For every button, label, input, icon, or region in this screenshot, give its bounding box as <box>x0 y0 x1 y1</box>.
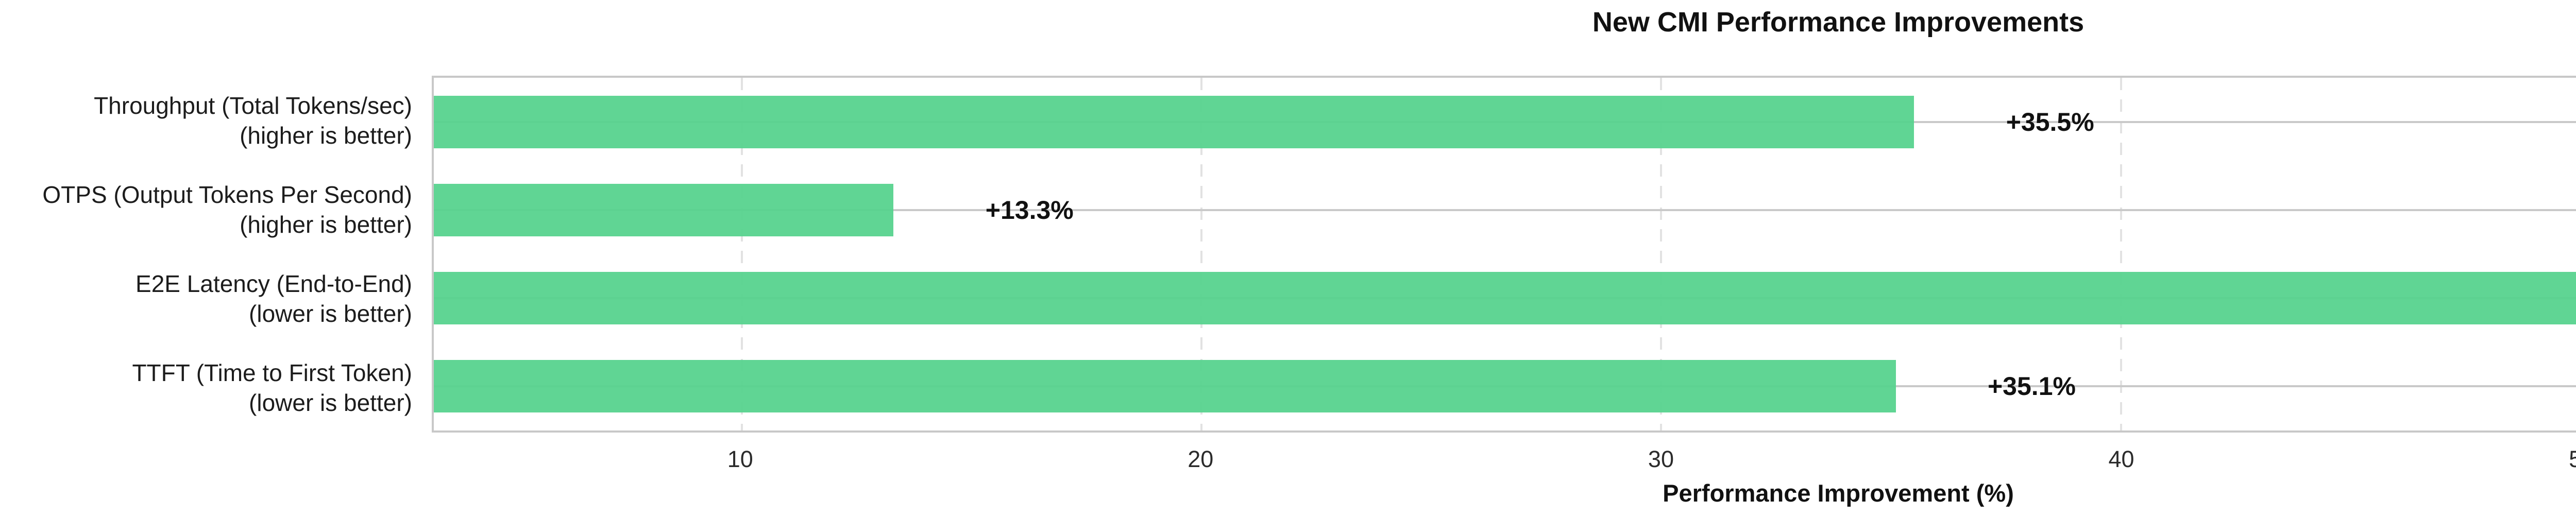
bar-value-label: +35.5% <box>2006 107 2094 136</box>
category-label: OTPS (Output Tokens Per Second) (higher i… <box>0 180 412 239</box>
category-label: E2E Latency (End-to-End) (lower is better… <box>0 269 412 329</box>
x-axis-tick-labels: 102030405060 <box>432 433 2576 479</box>
x-axis-label: Performance Improvement (%) <box>1663 479 2014 507</box>
vertical-gridline <box>1200 78 1203 430</box>
plot-area: +35.5%+13.3%+54.3%+35.1% <box>432 76 2576 433</box>
chart-title: New CMI Performance Improvements <box>1592 7 2084 38</box>
category-label-line: (higher is better) <box>240 211 412 238</box>
horizontal-gridline <box>434 209 2576 211</box>
x-tick-label: 20 <box>1188 446 1214 472</box>
x-tick-label: 50 <box>2569 446 2576 472</box>
category-label-line: (lower is better) <box>249 300 412 328</box>
category-label: TTFT (Time to First Token) (lower is bett… <box>0 358 412 418</box>
bar <box>434 183 894 236</box>
bar-value-label: +13.3% <box>985 195 1074 225</box>
vertical-gridline <box>2120 78 2122 430</box>
x-tick-label: 10 <box>727 446 753 472</box>
bar <box>434 272 2576 325</box>
bar <box>434 360 1896 413</box>
x-tick-label: 40 <box>2108 446 2134 472</box>
category-label: Throughput (Total Tokens/sec) (higher is … <box>0 91 412 150</box>
category-label-line: (lower is better) <box>249 389 412 417</box>
bar-value-label: +35.1% <box>1987 372 2076 401</box>
category-label-line: TTFT (Time to First Token) <box>132 359 412 387</box>
vertical-gridline <box>740 78 743 430</box>
y-axis-category-labels: Throughput (Total Tokens/sec) (higher is … <box>0 76 412 433</box>
category-label-line: OTPS (Output Tokens Per Second) <box>42 181 412 208</box>
category-label-line: Throughput (Total Tokens/sec) <box>94 92 412 119</box>
category-label-line: E2E Latency (End-to-End) <box>135 270 412 298</box>
vertical-gridline <box>1660 78 1663 430</box>
category-label-line: (higher is better) <box>240 122 412 149</box>
bar <box>434 95 1914 148</box>
x-tick-label: 30 <box>1648 446 1674 472</box>
